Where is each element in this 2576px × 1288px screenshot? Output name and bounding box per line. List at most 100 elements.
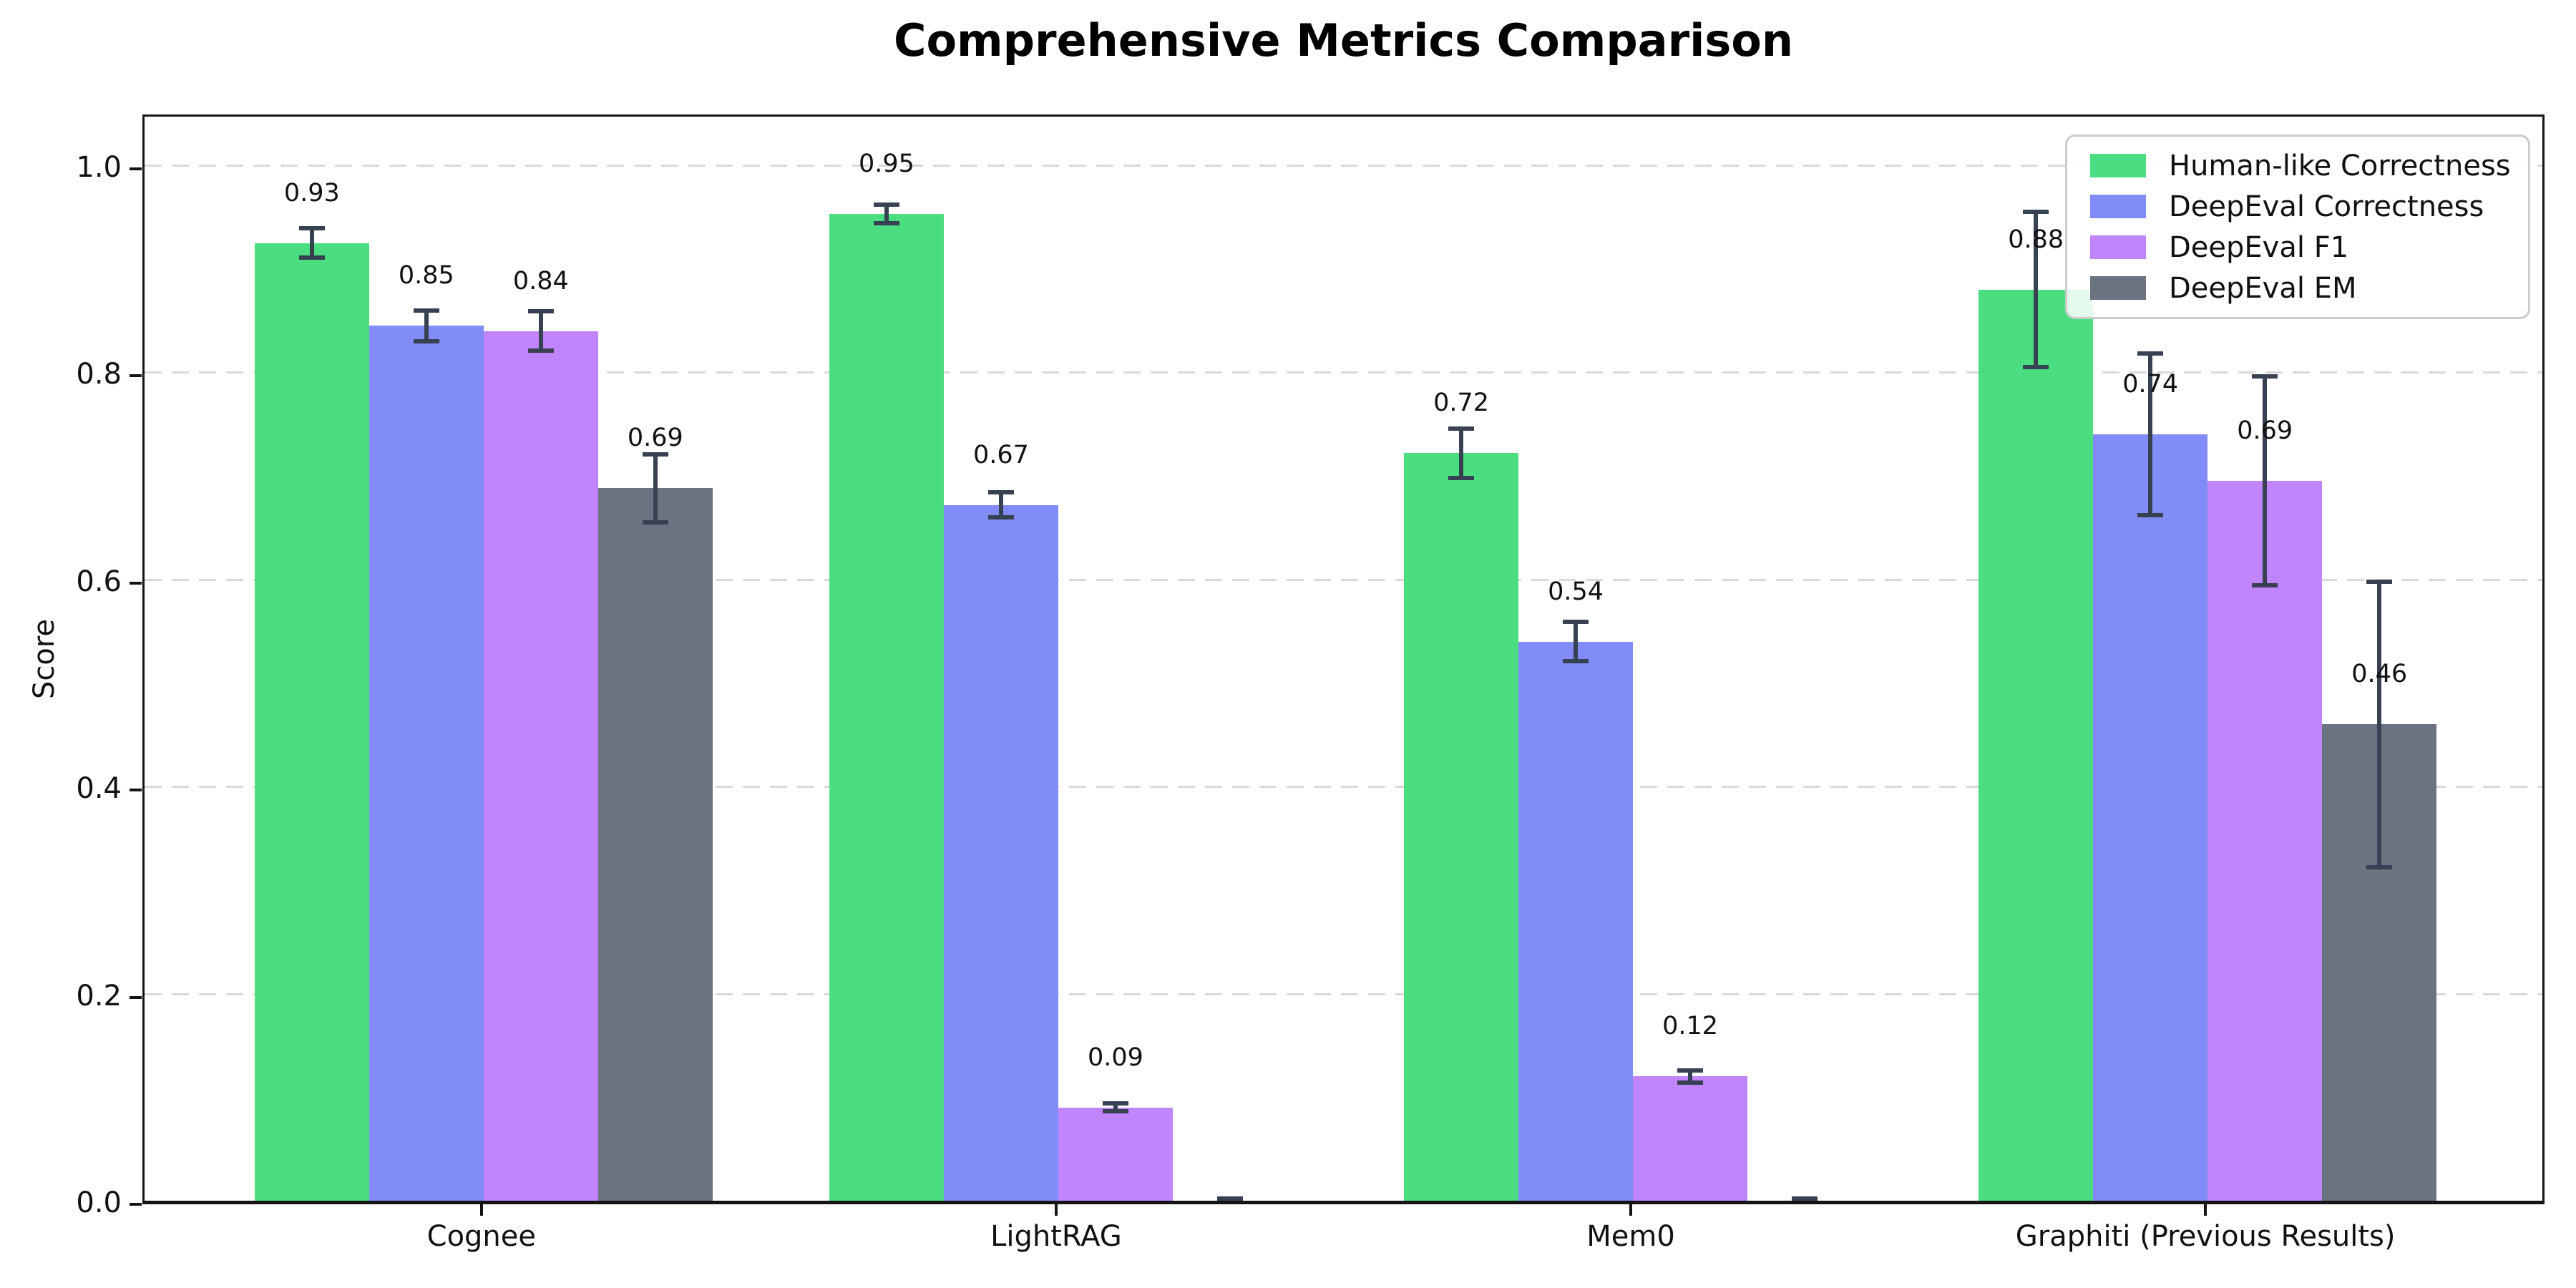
value-label: 0.67 (972, 440, 1029, 469)
error-bar-cap (642, 520, 668, 525)
legend-swatch (2090, 195, 2146, 218)
error-bar-line (1688, 1068, 1693, 1085)
error-bar-cap (2137, 512, 2164, 517)
legend-label: DeepEval Correctness (2169, 190, 2484, 223)
chart-title: Comprehensive Metrics Comparison (893, 14, 1794, 67)
error-bar-line (884, 203, 889, 225)
legend-swatch (2090, 276, 2146, 300)
error-bar-cap (1563, 659, 1589, 664)
error-bar-line (1113, 1101, 1118, 1114)
x-tick-mark (479, 1204, 483, 1216)
y-tick-mark (130, 789, 142, 792)
bar (1979, 289, 2094, 1201)
error-bar-cap (873, 203, 899, 208)
error-bar-line (424, 308, 429, 343)
error-bar-cap (2252, 583, 2278, 588)
error-bar (2023, 210, 2049, 370)
value-label: 0.93 (283, 178, 340, 208)
error-bar (1102, 1101, 1128, 1114)
legend-item: DeepEval F1 (2090, 233, 2521, 262)
error-bar-line (538, 309, 543, 353)
error-bar-cap (1792, 1196, 1818, 1201)
legend-label: DeepEval EM (2169, 271, 2357, 305)
error-bar-line (1574, 620, 1579, 664)
error-bar-cap (987, 514, 1014, 519)
error-bar-cap (1216, 1196, 1243, 1201)
error-bar-line (2034, 210, 2039, 370)
gridline (145, 992, 2542, 995)
error-bar (873, 203, 899, 225)
bar (2207, 481, 2323, 1201)
error-bar-cap (1448, 475, 1475, 480)
x-tick-mark (1629, 1204, 1633, 1216)
error-bar-cap (2023, 210, 2049, 215)
y-tick-mark (130, 995, 142, 999)
error-bar-cap (642, 452, 668, 457)
error-bar-cap (873, 220, 899, 225)
y-tick-mark (130, 374, 142, 378)
bar (597, 488, 713, 1201)
y-tick-label: 0.6 (76, 565, 122, 598)
error-bar-cap (2137, 351, 2164, 356)
y-axis-label: Score (28, 618, 61, 700)
error-bar-cap (2366, 579, 2393, 584)
value-label: 0.09 (1087, 1043, 1143, 1072)
error-bar (1216, 1196, 1243, 1201)
y-tick-label: 0.2 (76, 979, 122, 1013)
x-tick-label: LightRAG (990, 1220, 1122, 1253)
legend-label: DeepEval F1 (2169, 230, 2349, 264)
error-bar-cap (987, 490, 1014, 495)
error-bar (987, 490, 1014, 519)
value-label: 0.88 (2008, 225, 2064, 254)
error-bar-cap (2023, 365, 2049, 370)
value-label: 0.69 (627, 424, 683, 453)
bar (254, 243, 369, 1201)
error-bar (642, 452, 668, 525)
error-bar-cap (1677, 1080, 1704, 1085)
error-bar-line (1459, 426, 1464, 480)
error-bar (1563, 620, 1589, 664)
error-bar (2137, 351, 2164, 517)
error-bar-line (2377, 579, 2382, 869)
error-bar-cap (298, 255, 325, 260)
error-bar-line (653, 452, 658, 525)
bar (829, 214, 944, 1201)
value-label: 0.69 (2237, 416, 2293, 446)
gridline (145, 371, 2542, 374)
value-label: 0.84 (512, 266, 569, 296)
bar (1518, 641, 1634, 1201)
error-bar-line (309, 226, 314, 260)
error-bar (1792, 1196, 1818, 1201)
error-bar-cap (1677, 1068, 1704, 1073)
bar (1633, 1076, 1748, 1201)
legend-label: Human-like Correctness (2169, 149, 2511, 182)
value-label: 0.54 (1548, 577, 1604, 606)
gridline (145, 786, 2542, 789)
x-tick-label: Mem0 (1586, 1220, 1675, 1253)
y-tick-mark (130, 167, 142, 170)
error-bar-cap (413, 308, 439, 313)
error-bar-line (2148, 351, 2153, 517)
error-bar (2252, 374, 2278, 588)
error-bar (1448, 426, 1475, 480)
legend-swatch (2090, 154, 2146, 177)
error-bar-cap (298, 226, 325, 231)
error-bar (1677, 1068, 1704, 1085)
error-bar-cap (527, 309, 554, 314)
gridline (145, 165, 2542, 167)
legend-swatch (2090, 235, 2146, 259)
y-tick-label: 0.4 (76, 772, 122, 806)
bar (483, 331, 598, 1201)
error-bar-cap (1563, 620, 1589, 625)
y-tick-label: 1.0 (76, 151, 122, 184)
y-tick-mark (130, 581, 142, 585)
error-bar-cap (2366, 864, 2393, 869)
legend-item: DeepEval EM (2090, 274, 2521, 303)
bar (369, 326, 484, 1201)
value-label: 0.85 (398, 261, 454, 291)
legend: Human-like Correctness DeepEval Correctne… (2065, 135, 2530, 319)
bar (1404, 453, 1519, 1201)
value-label: 0.46 (2351, 660, 2408, 689)
y-tick-label: 0.0 (76, 1186, 122, 1219)
